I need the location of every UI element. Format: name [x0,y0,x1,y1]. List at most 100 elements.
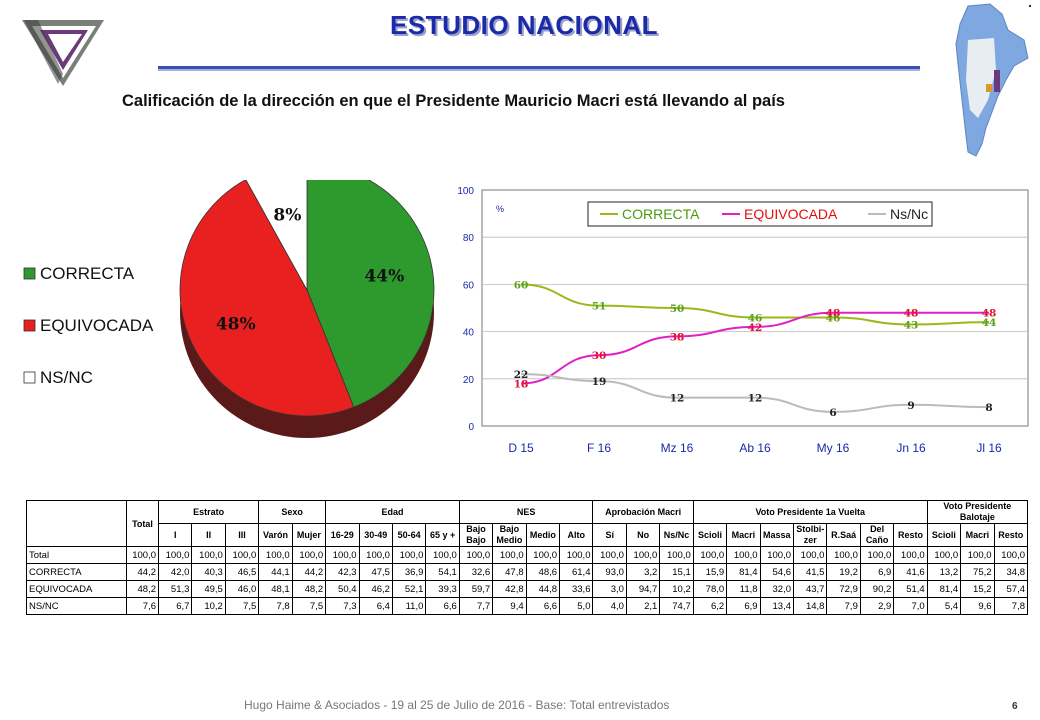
table-cell: 7,0 [893,597,928,615]
table-cell: 42,3 [325,563,360,581]
column-header: Macri [960,523,995,547]
legend-label: CORRECTA [622,206,700,222]
column-group-header: Voto Presidente Balotaje [926,500,1029,524]
table-cell: 14,8 [793,597,828,615]
pie-data-label: 48% [216,314,256,334]
table-cell: 15,9 [692,563,728,581]
column-header: 30-49 [358,523,393,547]
table-cell: 61,4 [559,563,594,581]
y-axis-label: % [496,204,504,214]
row-label: NS/NC [26,597,127,615]
table-cell: 2,9 [859,597,895,615]
crosstab-table: Total Estrato Sexo Edad NES Aprobación Macri V… [26,500,1029,615]
legend-label: Ns/Nc [890,206,928,222]
column-group-header: Edad [325,500,460,524]
table-cell: 40,3 [191,563,226,581]
x-tick-label: F 16 [587,441,611,455]
row-label: Total [26,546,127,564]
column-group-header: Voto Presidente 1a Vuelta [692,500,928,524]
table-cell: 11,0 [391,597,427,615]
data-label: 60 [514,279,529,291]
column-header: Macri [726,523,761,547]
table-cell: 100,0 [793,546,828,564]
series-line-nsnc [520,373,990,413]
table-cell: 43,7 [793,580,828,598]
table-cell: 78,0 [692,580,728,598]
table-corner [26,500,127,547]
table-cell: 33,6 [559,580,594,598]
table-cell: 4,0 [592,597,627,615]
column-header: Varón [258,523,293,547]
column-group-header: NES [458,500,594,524]
x-tick-label: Ab 16 [739,441,771,455]
table-cell: 100,0 [559,546,594,564]
x-tick-label: Jl 16 [976,441,1002,455]
table-cell: 100,0 [458,546,494,564]
table-cell: 46,5 [224,563,260,581]
pie-chart: 44% 48% 8% CORRECTA EQUIVOCADA NS/NC [0,163,460,470]
table-cell: 94,7 [625,580,661,598]
series-line-correcta [520,283,990,326]
pie-legend-label: NS/NC [40,368,93,387]
page-number: 6 [1012,701,1018,712]
table-cell: 74,7 [659,597,694,615]
data-label: 6 [829,407,836,419]
data-label: 48 [826,308,841,320]
table-cell: 6,9 [726,597,761,615]
column-header: Medio [525,523,561,547]
table-cell: 100,0 [126,546,159,564]
table-cell: 54,1 [425,563,460,581]
column-header: Bajo Bajo [458,523,494,547]
table-cell: 2,1 [625,597,661,615]
column-header: Ns/Nc [659,523,694,547]
column-header: Scioli [692,523,728,547]
column-header: Resto [893,523,928,547]
page-subtitle: Calificación de la dirección en que el P… [122,92,785,110]
table-cell: 7,6 [126,597,159,615]
table-cell: 6,7 [157,597,193,615]
data-label: 44 [982,317,997,329]
logo [18,14,108,95]
table-cell: 81,4 [726,563,761,581]
table-cell: 11,8 [726,580,761,598]
table-cell: 100,0 [157,546,193,564]
table-cell: 100,0 [592,546,627,564]
column-header: Sí [592,523,627,547]
column-header: Massa [759,523,795,547]
table-cell: 100,0 [358,546,393,564]
column-header: Scioli [926,523,962,547]
table-cell: 100,0 [859,546,895,564]
y-tick-label: 20 [463,375,475,386]
table-cell: 32,6 [458,563,494,581]
data-label: 48 [904,308,919,320]
y-tick-label: 0 [468,422,474,433]
table-cell: 6,6 [525,597,561,615]
table-cell: 100,0 [291,546,327,564]
table-cell: 44,1 [258,563,293,581]
table-cell: 41,6 [893,563,928,581]
pie-legend-swatch [23,267,36,280]
table-cell: 46,2 [358,580,393,598]
x-tick-label: My 16 [817,441,850,455]
table-cell: 100,0 [893,546,928,564]
column-header: Stolbi-zer [793,523,828,547]
series-line-equivocada [520,311,989,385]
column-header: Resto [993,523,1029,547]
data-label: 19 [592,376,607,388]
pie-legend-swatch [23,371,36,384]
table-cell: 7,8 [258,597,293,615]
data-label: 9 [907,400,914,412]
table-row: NS/NC 7,6 6,7 10,2 7,5 7,8 7,5 7,3 6,4 11,0 6,6 7,7… [26,597,1029,615]
table-cell: 48,2 [291,580,327,598]
data-label: 48 [982,308,997,320]
title-divider [158,66,920,69]
y-tick-label: 40 [463,328,475,339]
table-cell: 75,2 [960,563,995,581]
table-cell: 100,0 [492,546,527,564]
data-label: 46 [826,312,841,324]
table-cell: 100,0 [759,546,795,564]
table-cell: 44,8 [525,580,561,598]
table-cell: 48,1 [258,580,293,598]
footer-text: Hugo Haime & Asociados - 19 al 25 de Jul… [244,698,670,712]
table-cell: 39,3 [425,580,460,598]
